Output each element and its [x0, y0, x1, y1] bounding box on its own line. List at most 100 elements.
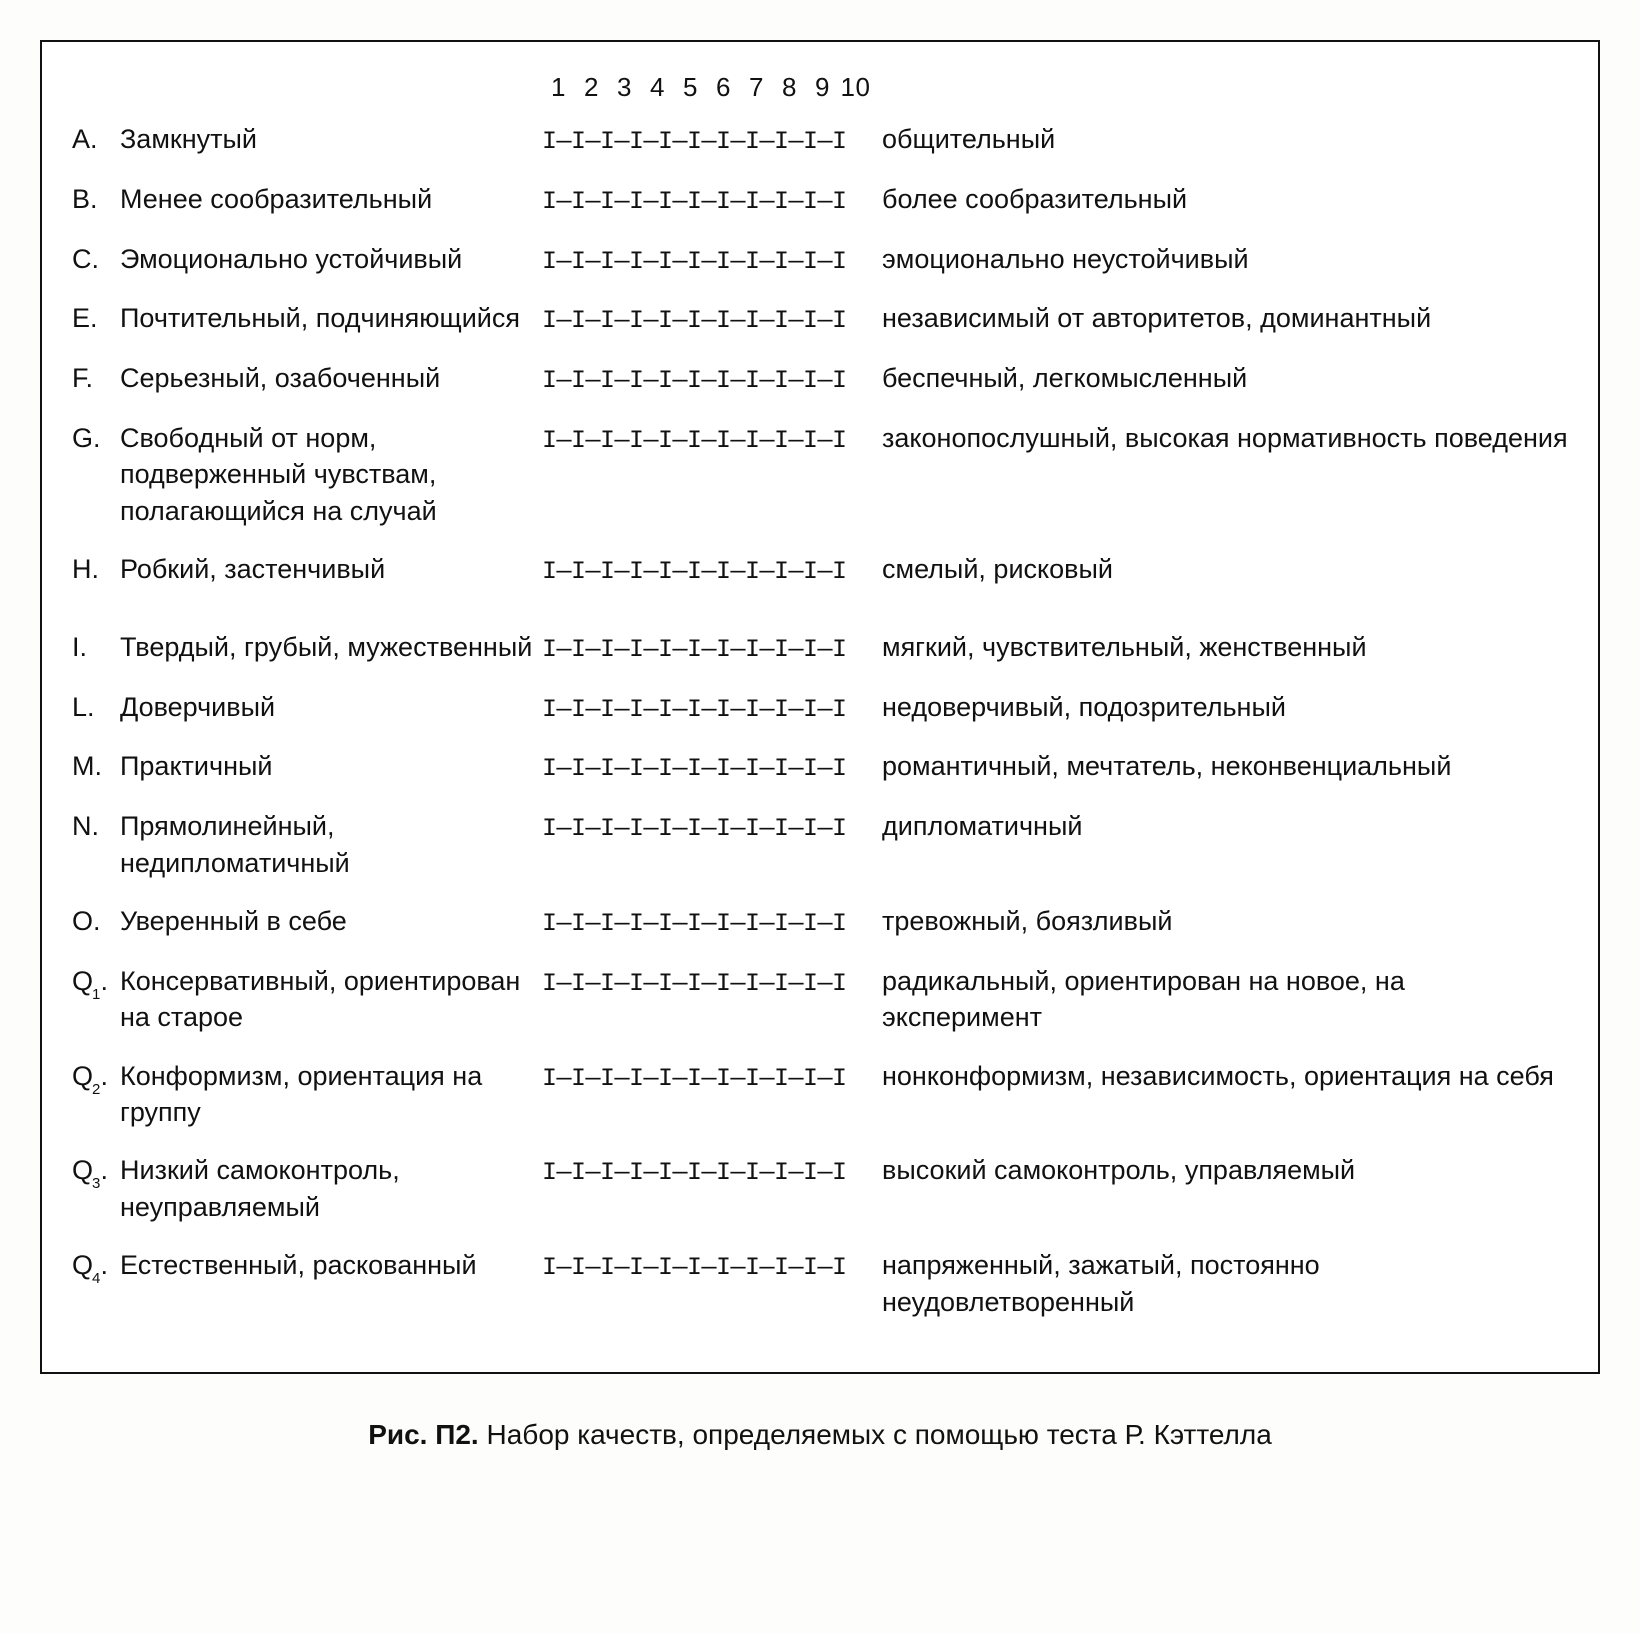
trait-left: C.Эмоционально устойчивый [72, 241, 542, 277]
scale-glyph: I—I—I—I—I—I—I—I—I—I—I [542, 185, 847, 219]
scale-glyph: I—I—I—I—I—I—I—I—I—I—I [542, 364, 847, 398]
trait-left-label: Почтительный, подчиняющийся [120, 300, 542, 336]
trait-letter: I. [72, 629, 120, 665]
trait-letter: E. [72, 300, 120, 336]
trait-right-label: беспечный, легкомысленный [872, 360, 1568, 396]
scale-number: 2 [575, 72, 608, 103]
trait-left-label: Замкнутый [120, 121, 542, 157]
trait-right-label: законопослушный, высокая нормативность п… [872, 420, 1568, 456]
trait-left: L.Доверчивый [72, 689, 542, 725]
scale-number: 7 [740, 72, 773, 103]
scale-glyph: I—I—I—I—I—I—I—I—I—I—I [542, 1251, 847, 1285]
trait-right-label: высокий самоконтроль, управляемый [872, 1152, 1568, 1188]
trait-scale: I—I—I—I—I—I—I—I—I—I—I [542, 181, 872, 219]
trait-left: Q .3Низкий самоконтроль, неуправляемый [72, 1152, 542, 1225]
trait-left-label: Доверчивый [120, 689, 542, 725]
scale-glyph: I—I—I—I—I—I—I—I—I—I—I [542, 424, 847, 458]
trait-left-label: Низкий самоконтроль, неуправляемый [120, 1152, 542, 1225]
trait-right-label: нонконформизм, независимость, ориентация… [872, 1058, 1568, 1094]
trait-letter: B. [72, 181, 120, 217]
trait-left: F.Серьезный, озабоченный [72, 360, 542, 396]
trait-left-label: Прямолинейный, недипломатичный [120, 808, 542, 881]
trait-right-label: общительный [872, 121, 1568, 157]
trait-row: N.Прямолинейный, недипломатичныйI—I—I—I—… [72, 808, 1568, 881]
figure-frame: 12345678910 A.ЗамкнутыйI—I—I—I—I—I—I—I—I… [40, 40, 1600, 1374]
trait-right-label: мягкий, чувствительный, женственный [872, 629, 1568, 665]
scale-glyph: I—I—I—I—I—I—I—I—I—I—I [542, 304, 847, 338]
scale-glyph: I—I—I—I—I—I—I—I—I—I—I [542, 1156, 847, 1190]
scale-number: 1 [542, 72, 575, 103]
trait-row: Q .1Консервативный, ориентирован на стар… [72, 963, 1568, 1036]
trait-right-label: смелый, рисковый [872, 551, 1568, 587]
scale-glyph: I—I—I—I—I—I—I—I—I—I—I [542, 812, 847, 846]
trait-letter: Q .4 [72, 1247, 120, 1283]
trait-row: Q .4Естественный, раскованныйI—I—I—I—I—I… [72, 1247, 1568, 1320]
scale-number: 6 [707, 72, 740, 103]
trait-row: C.Эмоционально устойчивыйI—I—I—I—I—I—I—I… [72, 241, 1568, 279]
trait-scale: I—I—I—I—I—I—I—I—I—I—I [542, 360, 872, 398]
trait-letter: O. [72, 903, 120, 939]
trait-scale: I—I—I—I—I—I—I—I—I—I—I [542, 808, 872, 846]
trait-letter: Q .1 [72, 963, 120, 999]
trait-row: O.Уверенный в себеI—I—I—I—I—I—I—I—I—I—Iт… [72, 903, 1568, 941]
trait-scale: I—I—I—I—I—I—I—I—I—I—I [542, 300, 872, 338]
caption-label: Рис. П2. [368, 1419, 479, 1450]
trait-left: Q .2Конформизм, ориентация на группу [72, 1058, 542, 1131]
scale-number: 10 [839, 72, 872, 103]
trait-letter: Q .3 [72, 1152, 120, 1188]
trait-left: B.Менее сообразительный [72, 181, 542, 217]
trait-row: H.Робкий, застенчивыйI—I—I—I—I—I—I—I—I—I… [72, 551, 1568, 589]
trait-row: I.Твердый, грубый, мужественныйI—I—I—I—I… [72, 629, 1568, 667]
trait-row: L.ДоверчивыйI—I—I—I—I—I—I—I—I—I—Iнедовер… [72, 689, 1568, 727]
trait-scale: I—I—I—I—I—I—I—I—I—I—I [542, 629, 872, 667]
trait-left: N.Прямолинейный, недипломатичный [72, 808, 542, 881]
trait-scale: I—I—I—I—I—I—I—I—I—I—I [542, 1058, 872, 1096]
trait-letter-subscript: 2 [92, 1080, 100, 1100]
traits-list: A.ЗамкнутыйI—I—I—I—I—I—I—I—I—I—Iобщитель… [72, 121, 1568, 1320]
caption-text: Набор качеств, определяемых с помощью те… [486, 1419, 1271, 1450]
trait-right-label: эмоционально неустойчивый [872, 241, 1568, 277]
trait-left: H.Робкий, застенчивый [72, 551, 542, 587]
trait-right-label: дипломатичный [872, 808, 1568, 844]
trait-left: A.Замкнутый [72, 121, 542, 157]
trait-letter-subscript: 3 [92, 1174, 100, 1194]
trait-row: Q .2Конформизм, ориентация на группуI—I—… [72, 1058, 1568, 1131]
trait-right-label: независимый от авторитетов, доминантный [872, 300, 1568, 336]
trait-scale: I—I—I—I—I—I—I—I—I—I—I [542, 1247, 872, 1285]
trait-scale: I—I—I—I—I—I—I—I—I—I—I [542, 903, 872, 941]
trait-letter: G. [72, 420, 120, 456]
trait-left-label: Практичный [120, 748, 542, 784]
trait-left-label: Конформизм, ориентация на группу [120, 1058, 542, 1131]
trait-letter: F. [72, 360, 120, 396]
trait-left-label: Серьезный, озабоченный [120, 360, 542, 396]
trait-left: I.Твердый, грубый, мужественный [72, 629, 542, 665]
trait-left-label: Естественный, раскованный [120, 1247, 542, 1283]
trait-left-label: Менее сообразительный [120, 181, 542, 217]
trait-scale: I—I—I—I—I—I—I—I—I—I—I [542, 121, 872, 159]
trait-right-label: тревожный, боязливый [872, 903, 1568, 939]
trait-left-label: Свободный от норм, подверженный чувствам… [120, 420, 542, 529]
trait-left-label: Твердый, грубый, мужественный [120, 629, 542, 665]
trait-row: F.Серьезный, озабоченныйI—I—I—I—I—I—I—I—… [72, 360, 1568, 398]
trait-left: Q .1Консервативный, ориентирован на стар… [72, 963, 542, 1036]
trait-right-label: романтичный, мечтатель, неконвенциальный [872, 748, 1568, 784]
trait-left: G.Свободный от норм, подверженный чувств… [72, 420, 542, 529]
trait-scale: I—I—I—I—I—I—I—I—I—I—I [542, 689, 872, 727]
trait-scale: I—I—I—I—I—I—I—I—I—I—I [542, 420, 872, 458]
trait-scale: I—I—I—I—I—I—I—I—I—I—I [542, 1152, 872, 1190]
trait-left-label: Робкий, застенчивый [120, 551, 542, 587]
trait-right-label: радикальный, ориентирован на новое, на э… [872, 963, 1568, 1036]
scale-glyph: I—I—I—I—I—I—I—I—I—I—I [542, 693, 847, 727]
trait-letter-subscript: 1 [92, 985, 100, 1005]
scale-glyph: I—I—I—I—I—I—I—I—I—I—I [542, 752, 847, 786]
trait-scale: I—I—I—I—I—I—I—I—I—I—I [542, 748, 872, 786]
trait-scale: I—I—I—I—I—I—I—I—I—I—I [542, 963, 872, 1001]
trait-row: Q .3Низкий самоконтроль, неуправляемыйI—… [72, 1152, 1568, 1225]
scale-number: 5 [674, 72, 707, 103]
scale-glyph: I—I—I—I—I—I—I—I—I—I—I [542, 125, 847, 159]
trait-right-label: более сообразительный [872, 181, 1568, 217]
trait-row: A.ЗамкнутыйI—I—I—I—I—I—I—I—I—I—I общитель… [72, 121, 1568, 159]
scale-glyph: I—I—I—I—I—I—I—I—I—I—I [542, 555, 847, 589]
trait-letter-subscript: 4 [92, 1269, 100, 1289]
scale-number: 8 [773, 72, 806, 103]
